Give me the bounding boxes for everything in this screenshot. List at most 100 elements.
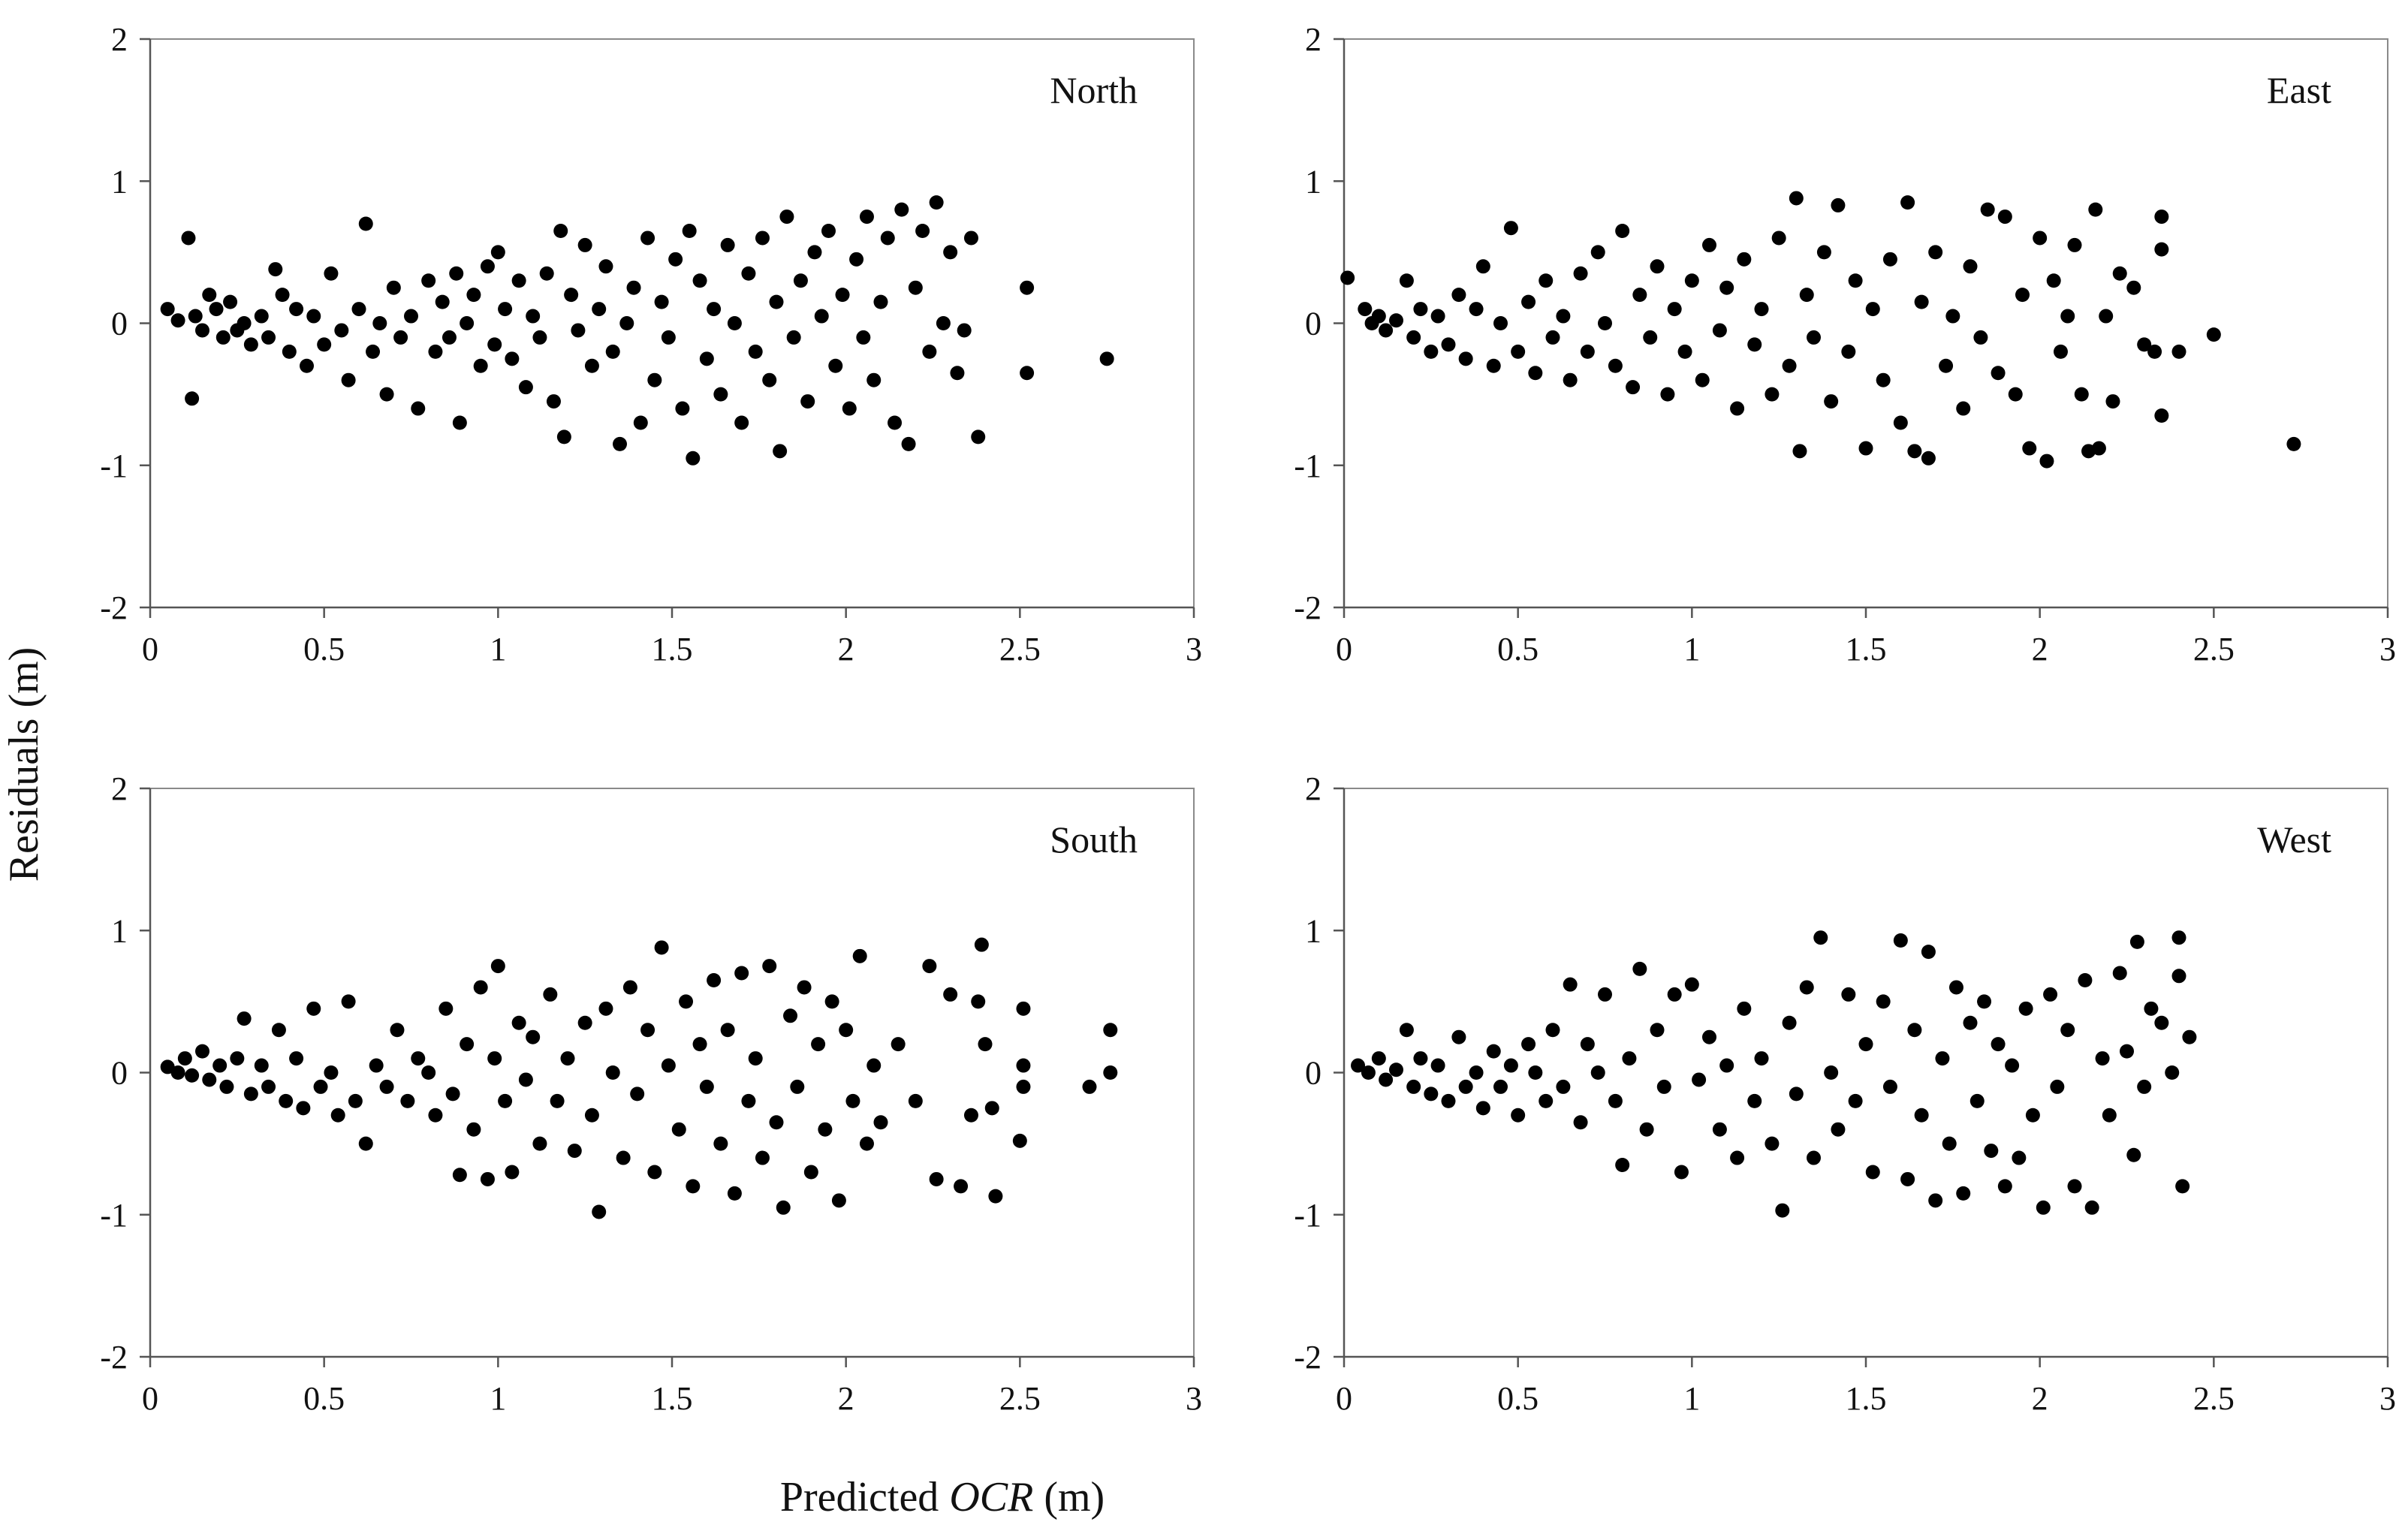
data-point [330, 1108, 345, 1123]
data-point [2154, 209, 2169, 225]
data-point [1907, 1023, 1922, 1038]
data-point [1469, 302, 1484, 317]
data-point [1563, 977, 1578, 992]
data-point [2175, 1179, 2190, 1194]
data-point [1451, 1029, 1466, 1044]
points-west [1351, 930, 2197, 1218]
x-tick-label-east: 1.5 [1846, 631, 1887, 668]
data-point [1650, 259, 1665, 274]
data-point [1737, 1001, 1752, 1016]
data-point [640, 231, 655, 246]
data-point [505, 351, 520, 366]
data-point [1424, 344, 1439, 359]
data-point [1841, 987, 1856, 1002]
x-tick-label-east: 2.5 [2193, 631, 2235, 668]
data-point [803, 1165, 818, 1180]
data-point [571, 323, 586, 338]
data-point [2060, 1023, 2075, 1038]
panel-label-east: East [2267, 69, 2331, 111]
data-point [532, 330, 547, 345]
data-point [1948, 980, 1963, 995]
x-tick-label-east: 1 [1683, 631, 1700, 668]
data-point [230, 1051, 245, 1066]
data-point [654, 940, 669, 955]
data-point [473, 358, 488, 373]
data-point [1775, 1203, 1790, 1218]
data-point [661, 1058, 676, 1073]
data-point [1486, 358, 1501, 373]
data-point [1020, 280, 1035, 295]
data-point [1399, 273, 1414, 288]
data-point [1824, 1065, 1839, 1080]
data-point [1103, 1065, 1118, 1080]
data-point [2171, 344, 2186, 359]
y-tick-label-north: 0 [111, 306, 128, 342]
data-point [1702, 237, 1716, 252]
data-point [692, 273, 707, 288]
data-point [237, 1011, 252, 1026]
data-point [1984, 1144, 1999, 1159]
data-point [487, 1051, 502, 1066]
data-point [1684, 273, 1699, 288]
data-point [613, 436, 627, 451]
data-point [1963, 1015, 1978, 1030]
x-tick-label-east: 0.5 [1497, 631, 1539, 668]
data-point [428, 1108, 443, 1123]
data-point [1016, 1001, 1031, 1016]
data-point [1977, 994, 1992, 1009]
data-point [261, 330, 276, 345]
data-point [185, 1068, 200, 1083]
data-point [1865, 302, 1880, 317]
data-point [748, 1051, 763, 1066]
data-point [963, 1108, 978, 1123]
data-point [2105, 394, 2120, 409]
data-point [1511, 1108, 1526, 1123]
data-point [1573, 266, 1588, 281]
data-point [762, 959, 777, 974]
data-point [1730, 1150, 1745, 1165]
data-point [619, 316, 634, 330]
data-point [212, 1058, 228, 1073]
data-point [971, 429, 986, 445]
data-point [567, 1144, 582, 1159]
data-point [505, 1165, 520, 1180]
data-point [713, 387, 728, 402]
data-point [720, 237, 735, 252]
data-point [950, 366, 965, 381]
data-point [1991, 366, 2006, 381]
data-point [358, 1136, 373, 1151]
x-tick-label-west: 0 [1336, 1380, 1352, 1417]
data-point [786, 330, 801, 345]
data-point [1622, 1051, 1637, 1066]
data-point [1674, 1165, 1689, 1180]
data-point [929, 195, 944, 210]
data-point [170, 1065, 185, 1080]
data-point [1503, 221, 1518, 236]
data-point [814, 309, 829, 324]
data-point [1935, 1051, 1950, 1066]
panel-south: -2 -1 0 1 2 0 0.5 1 1.5 2 2.5 3 South [100, 770, 1202, 1417]
data-point [1590, 1065, 1605, 1080]
data-point [908, 280, 923, 295]
data-point [2039, 454, 2054, 469]
data-point [1792, 444, 1807, 459]
data-point [957, 323, 972, 338]
data-point [411, 1051, 426, 1066]
data-point [2074, 387, 2089, 402]
data-point [306, 309, 321, 324]
data-point [1458, 1079, 1473, 1094]
x-tick-label-north: 3 [1186, 631, 1202, 668]
data-point [379, 1079, 394, 1094]
data-point [1754, 302, 1769, 317]
data-point [831, 1193, 846, 1208]
data-point [526, 1029, 541, 1044]
data-point [793, 273, 808, 288]
data-point [1016, 1079, 1031, 1094]
data-point [1639, 1122, 1654, 1137]
data-point [675, 401, 690, 416]
data-point [1907, 444, 1922, 459]
data-point [296, 1101, 311, 1116]
data-point [1807, 1150, 1821, 1165]
